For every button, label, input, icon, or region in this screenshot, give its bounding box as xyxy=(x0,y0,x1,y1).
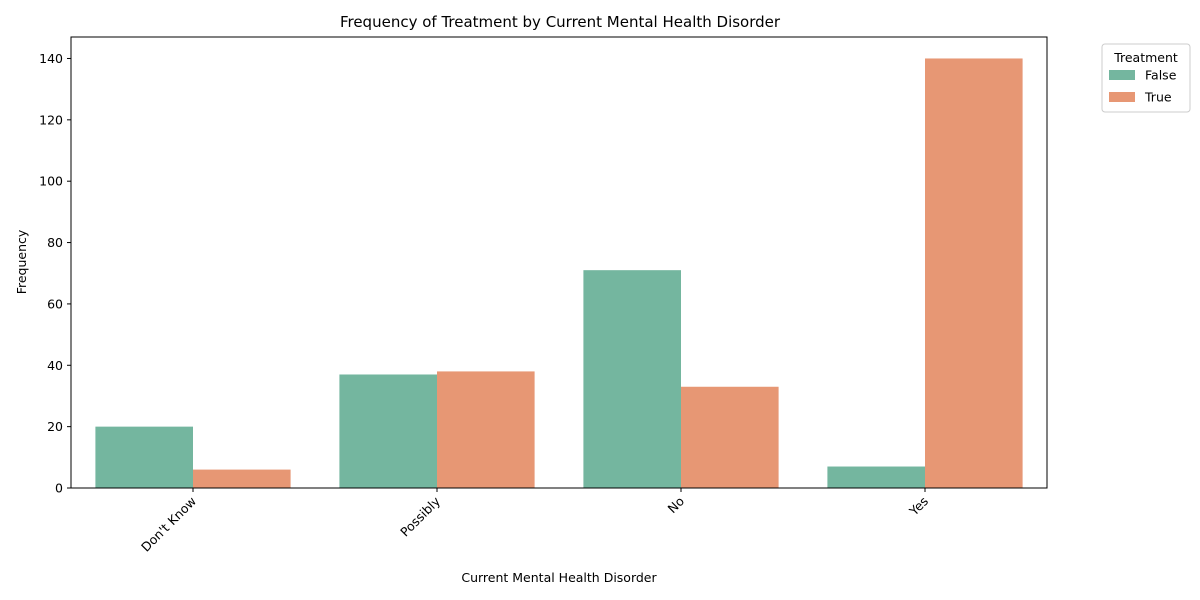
bar-false-1 xyxy=(339,374,437,488)
bar-true-3 xyxy=(925,58,1023,488)
x-tick-label: Don't Know xyxy=(138,494,199,555)
y-tick-label: 60 xyxy=(47,296,63,311)
bar-false-2 xyxy=(583,270,681,488)
plot-frame xyxy=(70,36,1048,489)
y-tick-label: 80 xyxy=(47,235,63,250)
bar-true-0 xyxy=(193,469,291,488)
y-tick-label: 0 xyxy=(55,481,63,496)
bar-false-0 xyxy=(95,426,193,488)
x-axis-label: Current Mental Health Disorder xyxy=(461,570,657,585)
legend-entry-false: False xyxy=(1145,68,1177,83)
y-tick-label: 140 xyxy=(39,51,63,66)
y-tick-label: 100 xyxy=(39,174,63,189)
chart-title: Frequency of Treatment by Current Mental… xyxy=(340,13,781,31)
legend-title: Treatment xyxy=(1113,50,1178,65)
legend-swatch-false xyxy=(1109,70,1135,80)
bar-true-1 xyxy=(437,371,535,488)
y-tick-label: 120 xyxy=(39,112,63,127)
x-tick-label: Possibly xyxy=(397,493,443,539)
y-tick-label: 20 xyxy=(47,419,63,434)
bar-true-2 xyxy=(681,386,779,488)
legend-swatch-true xyxy=(1109,92,1135,102)
legend: Treatment False True xyxy=(1101,43,1191,113)
legend-entry-true: True xyxy=(1144,90,1172,105)
plot-area: 0 20 40 60 80 100 120 140 Don't Know Possibly No Ye… xyxy=(39,51,1023,555)
x-tick-label: No xyxy=(664,494,687,517)
bar-false-3 xyxy=(827,466,925,488)
y-axis-label: Frequency xyxy=(14,229,29,294)
y-tick-label: 40 xyxy=(47,358,63,373)
x-tick-label: Yes xyxy=(906,494,932,520)
